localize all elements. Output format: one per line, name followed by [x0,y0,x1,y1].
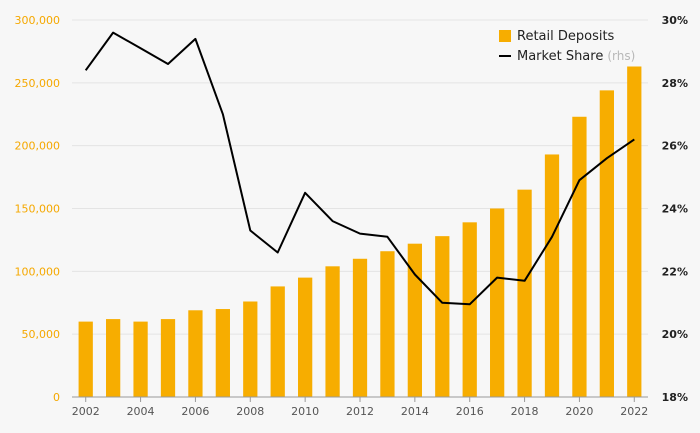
market-share-line [84,31,635,306]
bar [325,266,340,397]
bar [270,286,285,397]
y-right-tick-label: 26% [662,140,688,153]
x-tick-label: 2020 [565,405,593,418]
bar [572,116,587,397]
x-tick-label: 2010 [291,405,319,418]
x-tick-label: 2004 [127,405,155,418]
bar [490,208,505,397]
x-tick-label: 2022 [620,405,648,418]
bar [106,319,121,397]
bar [298,277,313,397]
bar [160,319,176,397]
legend-label-retail-deposits: Retail Deposits [517,29,615,44]
x-tick-label: 2016 [456,405,484,418]
y-left-tick-label: 150,000 [15,203,61,216]
bar [517,189,532,397]
legend-label-rhs: (rhs) [607,49,635,63]
legend: Retail Deposits Market Share (rhs) [499,29,635,64]
y-right-tick-label: 30% [662,14,688,27]
bar [78,321,93,397]
bar [599,90,614,397]
x-tick-label: 2006 [181,405,209,418]
y-left-tick-label: 50,000 [22,328,61,341]
y-left-tick-label: 0 [53,391,60,404]
legend-swatch-retail-deposits [499,30,511,42]
x-tick-label: 2008 [236,405,264,418]
bar [462,222,477,397]
y-right-tick-label: 20% [662,328,688,341]
legend-label-market-share: Market Share (rhs) [517,49,635,64]
y-left-tick-label: 200,000 [15,140,61,153]
bar [627,66,642,397]
bar [188,310,203,397]
bar-series-retail-deposits [78,66,642,397]
line-series-market-share [84,31,635,306]
legend-label-market-share-name: Market Share [517,49,603,64]
bar [380,251,395,397]
y-left-tick-label: 100,000 [15,265,61,278]
x-tick-label: 2014 [401,405,429,418]
y-left-tick-label: 300,000 [15,14,61,27]
axes: 0 18% 50,000 20% 100,000 22% 150,000 24% 200,000… [15,14,689,418]
y-left-tick-label: 250,000 [15,77,61,90]
bar [243,301,258,397]
bar [133,321,148,397]
bar [435,236,450,397]
y-right-tick-label: 18% [662,391,688,404]
x-tick-label: 2012 [346,405,374,418]
bar [215,309,230,397]
y-right-tick-label: 24% [662,203,688,216]
x-tick-label: 2002 [72,405,100,418]
bar [352,258,368,397]
y-right-tick-label: 28% [662,77,688,90]
bar [407,243,422,397]
y-right-tick-label: 22% [662,265,688,278]
bar [544,154,560,397]
x-tick-label: 2018 [511,405,539,418]
